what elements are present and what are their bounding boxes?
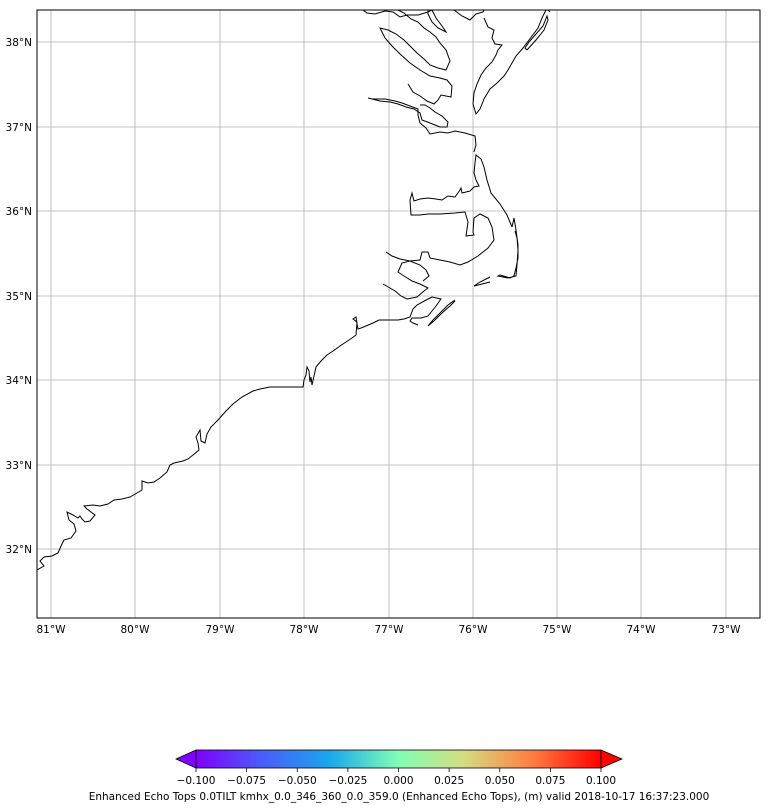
colorbar-tick-label: −0.050 bbox=[278, 775, 317, 787]
lon-tick-label: 81°W bbox=[37, 624, 67, 636]
colorbar-tick-label: −0.075 bbox=[227, 775, 266, 787]
coastline-albemarle bbox=[367, 97, 477, 153]
colorbar-tick-label: 0.075 bbox=[535, 775, 565, 787]
colorbar-tick-label: 0.100 bbox=[586, 775, 616, 787]
lon-tick-label: 80°W bbox=[121, 624, 151, 636]
colorbar-tick-label: 0.025 bbox=[434, 775, 464, 787]
colorbar-tick-label: −0.100 bbox=[177, 775, 216, 787]
lat-tick-label: 38°N bbox=[6, 37, 32, 49]
colorbar-tick-label: −0.025 bbox=[328, 775, 367, 787]
longitude-labels: 81°W 80°W 79°W 78°W 77°W 76°W 75°W 74°W … bbox=[37, 624, 742, 636]
colorbar-ticks bbox=[195, 768, 602, 772]
colorbar-tick-label: 0.000 bbox=[383, 775, 413, 787]
lat-tick-label: 37°N bbox=[6, 122, 32, 134]
lat-tick-label: 32°N bbox=[6, 544, 32, 556]
lon-tick-label: 73°W bbox=[712, 624, 742, 636]
lon-tick-label: 76°W bbox=[459, 624, 489, 636]
coastline-delmarva bbox=[453, 10, 547, 116]
lon-tick-label: 74°W bbox=[627, 624, 657, 636]
colorbar-extend-left bbox=[175, 749, 197, 769]
coastline-pamlico-south bbox=[382, 260, 430, 300]
coastline-chesapeake-west bbox=[379, 10, 453, 105]
lat-tick-label: 36°N bbox=[6, 206, 32, 218]
latitude-labels: 38°N 37°N 36°N 35°N 34°N 33°N 32°N bbox=[6, 37, 32, 556]
lon-tick-label: 79°W bbox=[206, 624, 236, 636]
coastline-main bbox=[37, 296, 442, 571]
lon-tick-label: 77°W bbox=[375, 624, 405, 636]
lat-tick-label: 33°N bbox=[6, 460, 32, 472]
colorbar-gradient bbox=[195, 749, 602, 769]
colorbar-caption: Enhanced Echo Tops 0.0TILT kmhx_0.0_346_… bbox=[89, 791, 710, 803]
colorbar: −0.100 −0.075 −0.050 −0.025 0.000 0.025 … bbox=[89, 749, 710, 803]
lat-tick-label: 34°N bbox=[6, 375, 32, 387]
colorbar-extend-right bbox=[600, 749, 624, 769]
coastline-chesapeake-top bbox=[362, 10, 448, 34]
map-area bbox=[37, 10, 760, 618]
lon-tick-label: 78°W bbox=[290, 624, 320, 636]
lon-tick-label: 75°W bbox=[543, 624, 573, 636]
colorbar-tick-label: 0.050 bbox=[485, 775, 515, 787]
gridlines bbox=[37, 10, 760, 618]
coastline bbox=[37, 10, 551, 571]
lat-tick-label: 35°N bbox=[6, 291, 32, 303]
coastline-outer-banks bbox=[473, 217, 519, 287]
coastline-hatteras-sound bbox=[427, 299, 456, 327]
map-border bbox=[36, 9, 761, 619]
coastline-pamlico-north bbox=[385, 154, 513, 266]
